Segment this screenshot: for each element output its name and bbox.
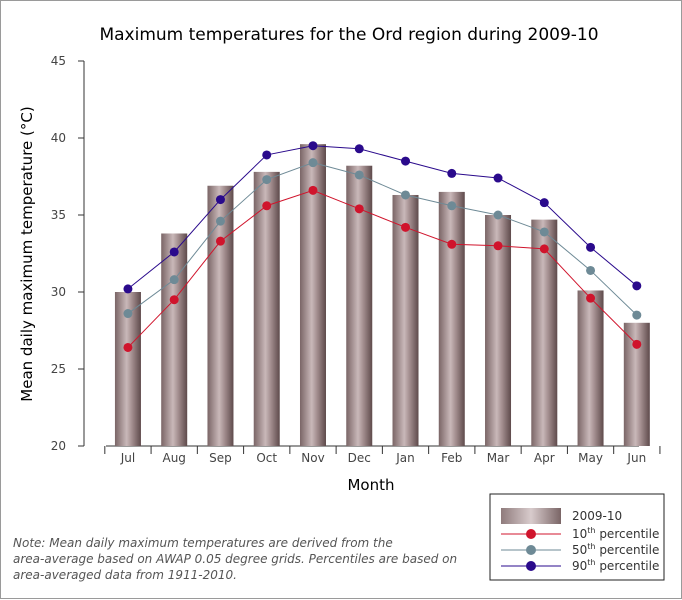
x-tick-label: Apr: [534, 451, 555, 465]
point-p50-jul: [123, 309, 133, 319]
point-p10-may: [586, 293, 596, 303]
note-line-1: Note: Mean daily maximum temperatures ar…: [13, 536, 393, 550]
y-tick-label: 40: [51, 131, 66, 145]
point-p90-oct: [262, 150, 272, 160]
y-tick-label: 45: [51, 54, 66, 68]
point-p90-may: [586, 242, 596, 252]
note-line-2: area-average based on AWAP 0.05 degree g…: [13, 552, 457, 566]
y-tick-label: 35: [51, 208, 66, 222]
x-tick-label: Dec: [348, 451, 371, 465]
x-tick-label: Aug: [162, 451, 185, 465]
x-axis-label: Month: [347, 476, 394, 494]
x-tick-label: Jul: [120, 451, 135, 465]
point-p50-jun: [632, 310, 642, 320]
footnote: Note: Mean daily maximum temperatures ar…: [13, 536, 457, 582]
x-tick-label: Nov: [301, 451, 324, 465]
point-p90-sep: [215, 195, 225, 205]
x-tick-label: Jun: [626, 451, 646, 465]
point-p90-feb: [447, 168, 457, 178]
point-p50-oct: [262, 175, 272, 185]
point-p10-jul: [123, 342, 133, 352]
chart-title: Maximum temperatures for the Ord region …: [99, 25, 598, 45]
point-p10-mar: [493, 241, 503, 251]
bar-oct: [253, 171, 280, 446]
y-tick-label: 30: [51, 285, 66, 299]
legend-marker-p90: [526, 561, 536, 571]
x-tick-label: Jan: [395, 451, 415, 465]
point-p10-sep: [215, 236, 225, 246]
point-p50-apr: [539, 227, 549, 237]
bar-series: [114, 144, 650, 447]
point-p10-jun: [632, 339, 642, 349]
point-p50-dec: [354, 170, 364, 180]
note-line-3: area-averaged data from 1911-2010.: [13, 568, 237, 582]
point-p50-jan: [401, 190, 411, 200]
legend-label-p50: 50th percentile: [572, 542, 659, 557]
bar-aug: [161, 233, 188, 446]
bar-jan: [392, 194, 419, 446]
x-tick-label: Mar: [487, 451, 510, 465]
point-p50-aug: [169, 275, 179, 285]
x-tick-label: Oct: [256, 451, 277, 465]
point-p10-dec: [354, 204, 364, 214]
point-p10-feb: [447, 239, 457, 249]
line-p90: [127, 145, 638, 290]
x-tick-label: Feb: [441, 451, 462, 465]
legend-marker-p50: [526, 545, 536, 555]
y-axis: 20 25 30 35 40 45: [51, 54, 85, 453]
bar-feb: [438, 191, 465, 446]
bar-apr: [531, 219, 558, 446]
legend-swatch-bars: [501, 508, 561, 524]
x-tick-label: Sep: [209, 451, 232, 465]
legend-label-p90: 90th percentile: [572, 558, 659, 573]
point-p10-nov: [308, 185, 318, 195]
bar-mar: [485, 215, 512, 446]
point-p90-aug: [169, 247, 179, 257]
percentile-lines: [123, 141, 642, 352]
x-axis: Jul Aug Sep Oct Nov Dec Jan Feb Mar Apr May Jun: [104, 445, 661, 465]
point-p90-nov: [308, 141, 318, 151]
y-tick-label: 25: [51, 362, 66, 376]
line-p10: [127, 189, 638, 348]
point-p90-apr: [539, 198, 549, 208]
x-tick-label: May: [578, 451, 603, 465]
point-p90-jun: [632, 281, 642, 291]
point-p50-mar: [493, 210, 503, 220]
point-p10-jan: [401, 222, 411, 232]
bar-may: [577, 290, 604, 446]
point-p90-mar: [493, 173, 503, 183]
point-p50-feb: [447, 201, 457, 211]
point-p50-may: [586, 265, 596, 275]
point-p90-dec: [354, 144, 364, 154]
point-p50-nov: [308, 158, 318, 168]
point-p50-sep: [215, 216, 225, 226]
legend-label-bars: 2009-10: [572, 509, 622, 523]
y-tick-label: 20: [51, 439, 66, 453]
line-p50: [127, 162, 638, 316]
point-p10-oct: [262, 201, 272, 211]
bar-sep: [207, 185, 234, 447]
legend-marker-p10: [526, 529, 536, 539]
legend-label-p10: 10th percentile: [572, 526, 659, 541]
point-p90-jan: [401, 156, 411, 166]
y-axis-label: Mean daily maximum temperature (°C): [18, 106, 36, 401]
point-p10-aug: [169, 295, 179, 305]
point-p10-apr: [539, 244, 549, 254]
point-p90-jul: [123, 284, 133, 294]
